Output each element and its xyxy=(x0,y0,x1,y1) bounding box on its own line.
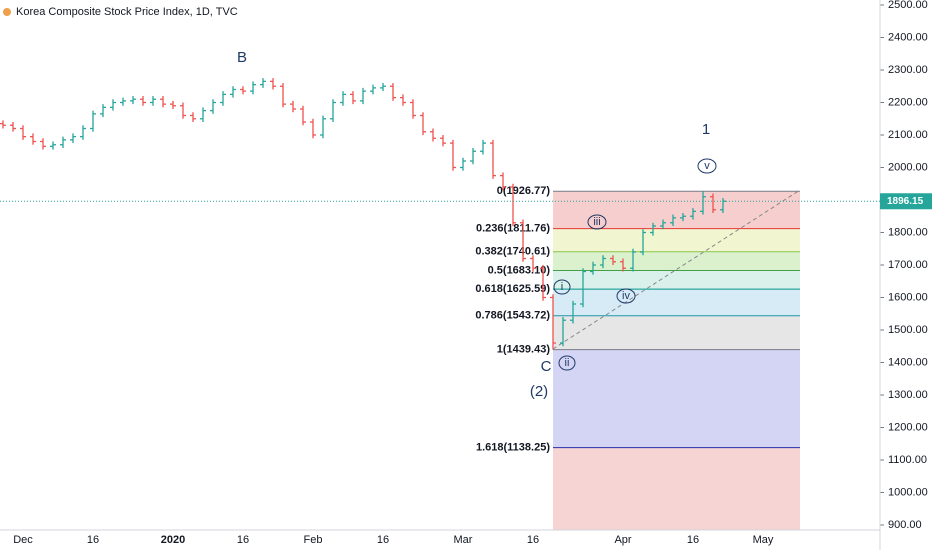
price-bars xyxy=(0,78,726,350)
fib-label: 1(1439.43) xyxy=(497,344,551,356)
wave-label: ii xyxy=(565,357,570,369)
y-tick-label: 1600.00 xyxy=(888,291,928,303)
circled-wave: i xyxy=(553,279,571,295)
y-tick-label: 1700.00 xyxy=(888,259,928,271)
fib-band xyxy=(553,270,800,290)
x-tick-label: 16 xyxy=(687,534,699,546)
fib-band xyxy=(553,349,800,448)
x-tick-label: Dec xyxy=(13,534,33,546)
y-tick-label: 1400.00 xyxy=(888,356,928,368)
y-tick-label: 2000.00 xyxy=(888,161,928,173)
y-tick-label: 2200.00 xyxy=(888,96,928,108)
chart-title: Korea Composite Stock Price Index, 1D, T… xyxy=(16,6,238,18)
last-price-box xyxy=(880,193,932,210)
wave-label: (2) xyxy=(530,383,548,400)
y-tick-label: 1300.00 xyxy=(888,389,928,401)
y-tick-label: 1200.00 xyxy=(888,421,928,433)
y-tick-label: 1500.00 xyxy=(888,324,928,336)
y-tick-label: 2100.00 xyxy=(888,129,928,141)
fib-label: 0(1926.77) xyxy=(497,185,551,197)
fib-band xyxy=(553,228,800,252)
wave-label: 1 xyxy=(702,121,710,138)
axes: 900.00 1000.00 1100.00 1200.00 1300.00 1400.0… xyxy=(13,0,928,546)
circled-wave: iv xyxy=(616,288,636,304)
y-tick-label: 2300.00 xyxy=(888,64,928,76)
x-tick-label: 16 xyxy=(377,534,389,546)
fib-label: 0.618(1625.59) xyxy=(475,283,550,295)
x-tick-label: Feb xyxy=(304,534,323,546)
fib-retracement: 0(1926.77) 0.236(1811.76) 0.382(1740.61) 0.… xyxy=(475,185,800,530)
fib-label: 0.786(1543.72) xyxy=(475,310,550,322)
fib-band xyxy=(553,289,800,316)
y-tick-label: 1000.00 xyxy=(888,486,928,498)
fib-band xyxy=(553,447,800,530)
x-tick-label: 16 xyxy=(237,534,249,546)
y-tick-label: 1800.00 xyxy=(888,226,928,238)
circled-wave: v xyxy=(697,158,717,174)
x-tick-label: Mar xyxy=(454,534,473,546)
last-price-label: 1896.15 xyxy=(887,196,924,207)
y-tick-label: 1100.00 xyxy=(888,454,927,466)
x-tick-label: Apr xyxy=(614,534,631,546)
circled-wave: ii xyxy=(558,355,576,371)
y-tick-label: 900.00 xyxy=(888,519,922,531)
fib-label: 0.382(1740.61) xyxy=(475,246,550,258)
fib-band xyxy=(553,191,800,229)
fib-label: 0.236(1811.76) xyxy=(476,223,550,235)
symbol-icon xyxy=(3,8,11,16)
x-tick-label: 16 xyxy=(87,534,99,546)
wave-label: v xyxy=(704,160,710,172)
wave-label: iii xyxy=(593,216,600,228)
y-tick-label: 2400.00 xyxy=(888,31,928,43)
wave-label: i xyxy=(561,281,563,293)
x-tick-label: 2020 xyxy=(161,534,185,546)
fib-label: 0.5(1683.10) xyxy=(488,264,551,276)
fib-band xyxy=(553,251,800,271)
wave-label: iv xyxy=(622,290,630,302)
fib-band xyxy=(553,315,800,350)
y-tick-label: 2500.00 xyxy=(888,0,928,11)
last-price: 1896.15 xyxy=(0,193,932,210)
wave-label: C xyxy=(541,358,552,375)
wave-label: B xyxy=(237,49,247,66)
x-tick-label: 16 xyxy=(527,534,539,546)
circled-wave: iii xyxy=(587,214,607,230)
x-tick-label: May xyxy=(753,534,774,546)
fib-label: 1.618(1138.25) xyxy=(476,441,550,453)
